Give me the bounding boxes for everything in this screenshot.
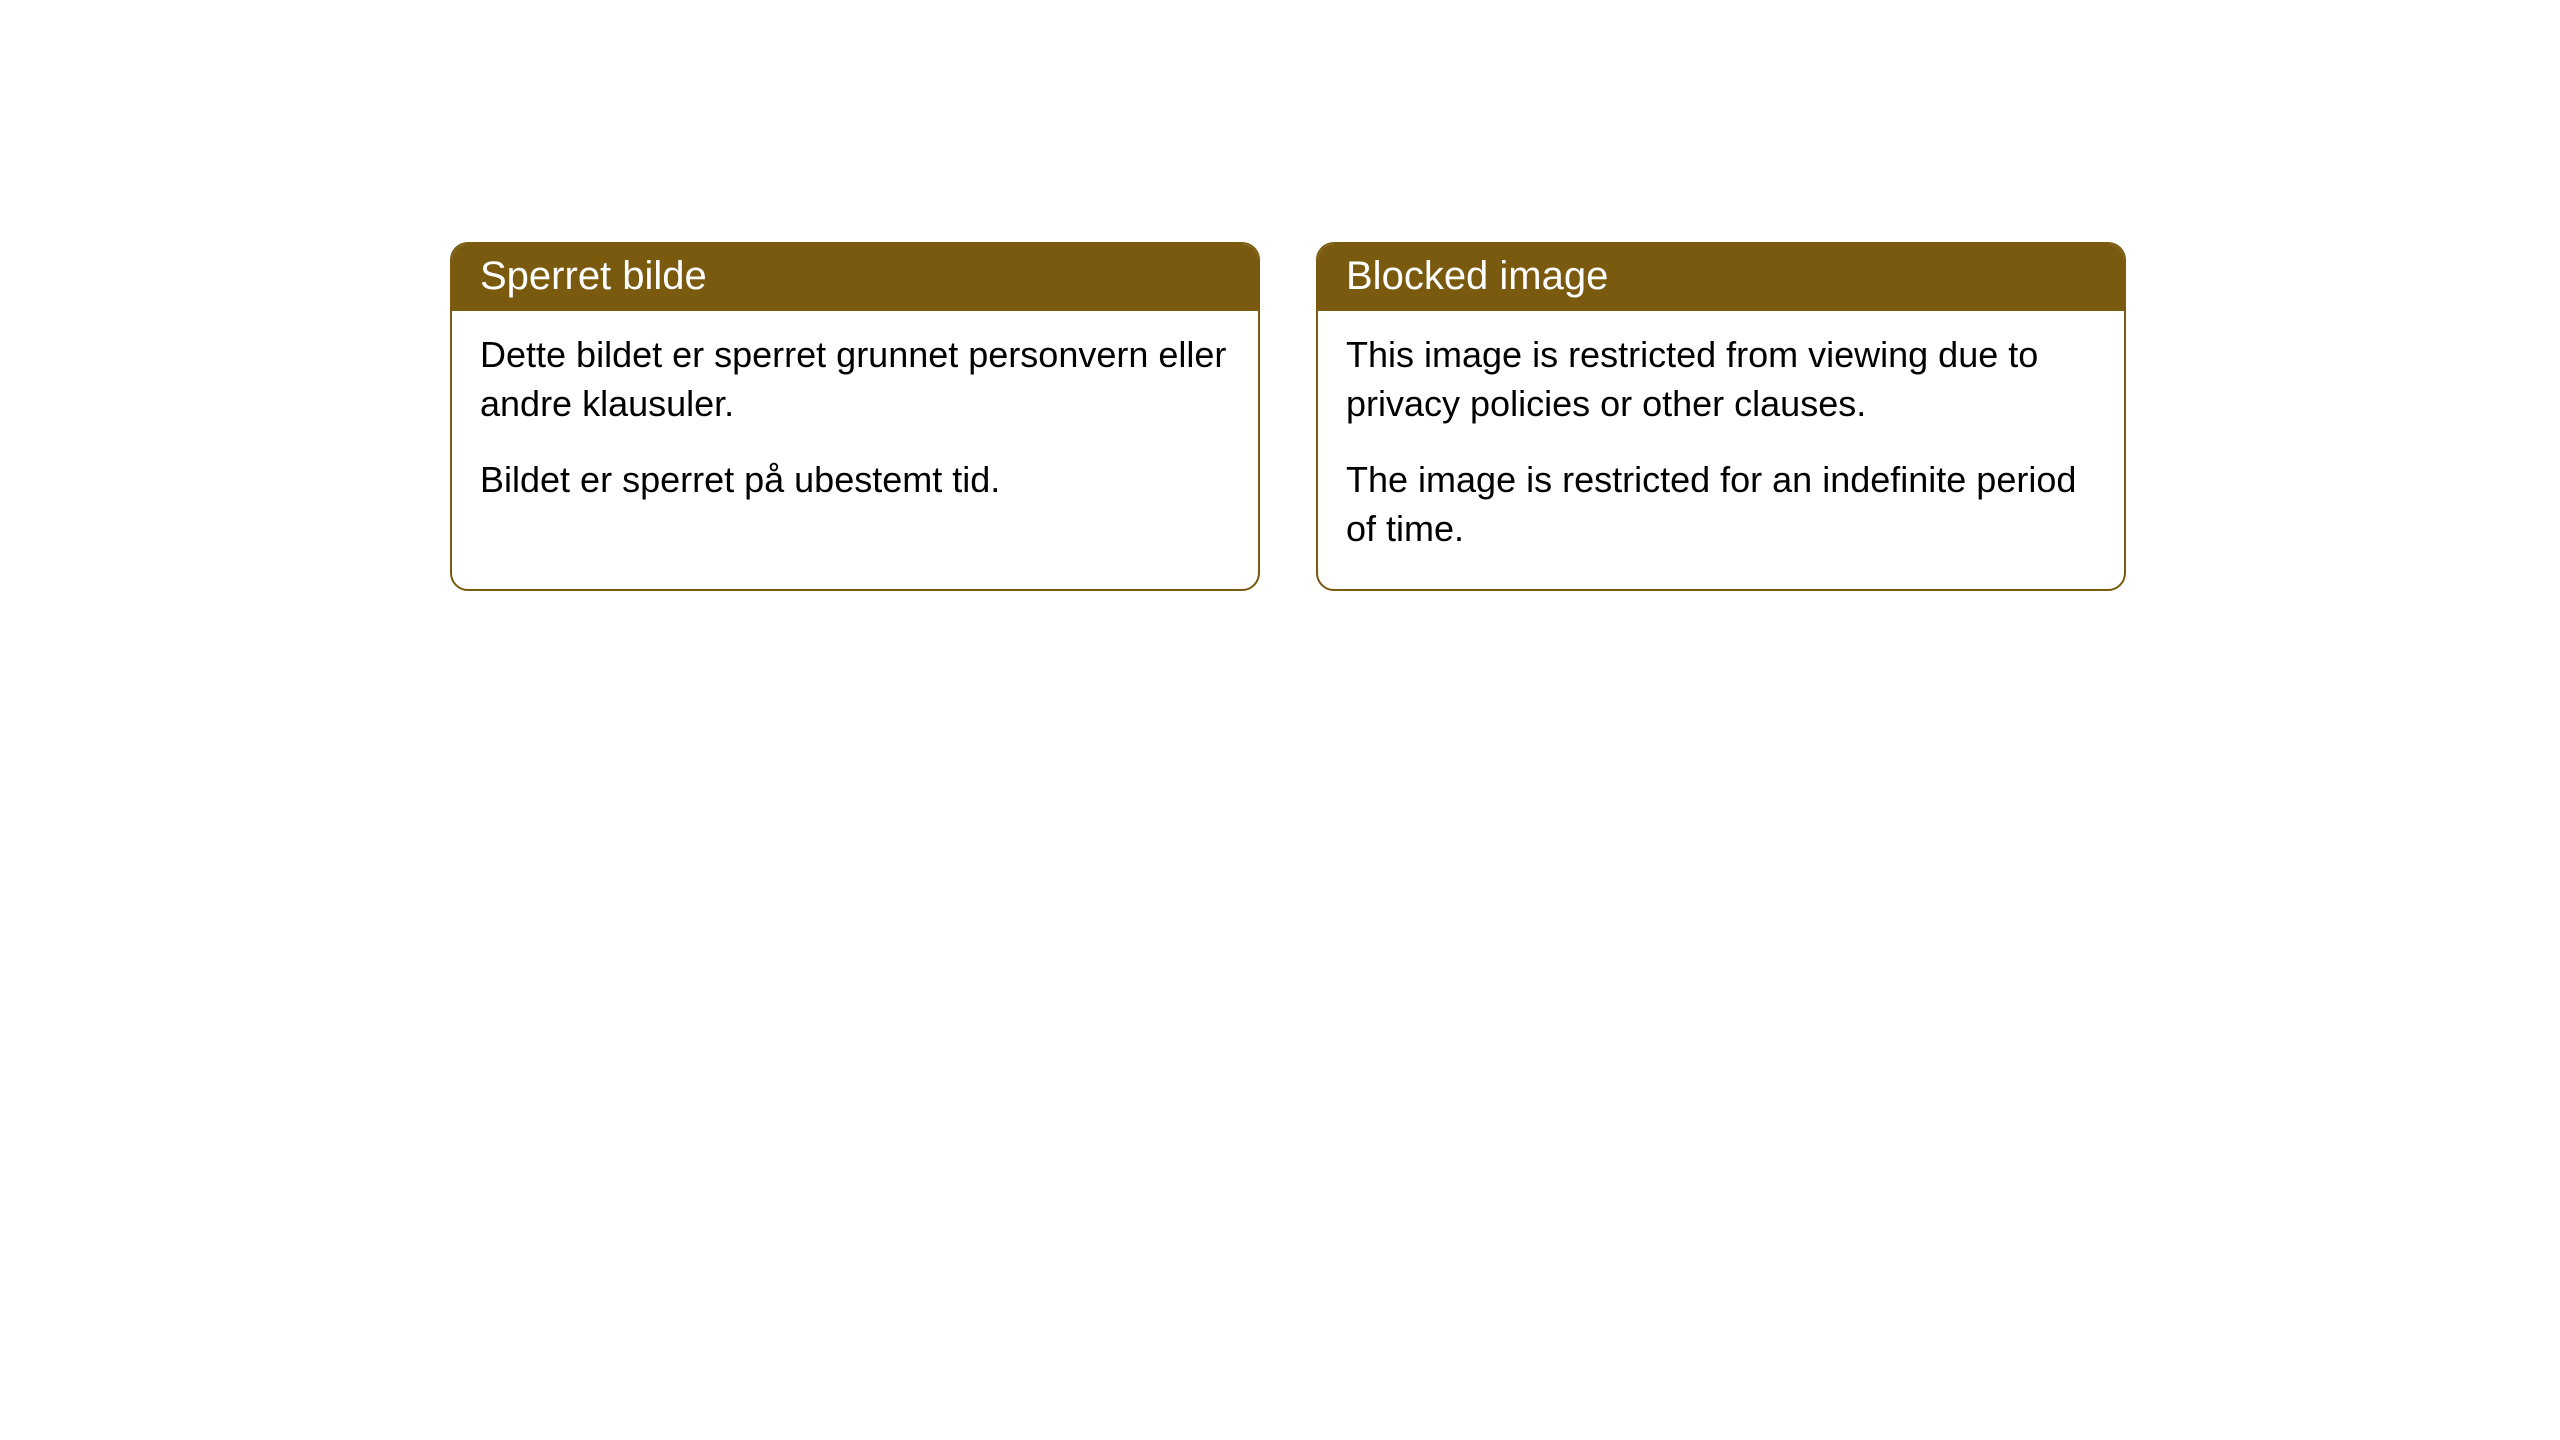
notice-cards-container: Sperret bilde Dette bildet er sperret gr… [450, 242, 2126, 591]
card-header: Sperret bilde [452, 244, 1258, 311]
card-paragraph: This image is restricted from viewing du… [1346, 331, 2096, 428]
card-paragraph: Dette bildet er sperret grunnet personve… [480, 331, 1230, 428]
notice-card-english: Blocked image This image is restricted f… [1316, 242, 2126, 591]
card-body: Dette bildet er sperret grunnet personve… [452, 311, 1258, 541]
card-paragraph: Bildet er sperret på ubestemt tid. [480, 456, 1230, 505]
card-paragraph: The image is restricted for an indefinit… [1346, 456, 2096, 553]
card-header: Blocked image [1318, 244, 2124, 311]
card-title: Blocked image [1346, 254, 1608, 298]
card-title: Sperret bilde [480, 254, 707, 298]
card-body: This image is restricted from viewing du… [1318, 311, 2124, 589]
notice-card-norwegian: Sperret bilde Dette bildet er sperret gr… [450, 242, 1260, 591]
